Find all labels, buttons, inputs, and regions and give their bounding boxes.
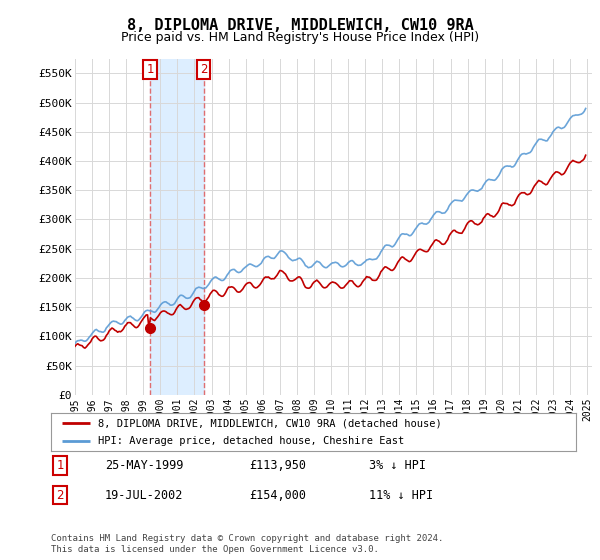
Text: 2: 2 — [200, 63, 208, 76]
Text: 11% ↓ HPI: 11% ↓ HPI — [369, 488, 433, 502]
Text: 1: 1 — [56, 459, 64, 473]
Text: £154,000: £154,000 — [249, 488, 306, 502]
Text: 1: 1 — [146, 63, 154, 76]
Text: 8, DIPLOMA DRIVE, MIDDLEWICH, CW10 9RA (detached house): 8, DIPLOMA DRIVE, MIDDLEWICH, CW10 9RA (… — [98, 418, 442, 428]
Bar — [150, 59, 204, 395]
Text: Price paid vs. HM Land Registry's House Price Index (HPI): Price paid vs. HM Land Registry's House … — [121, 31, 479, 44]
Text: 25-MAY-1999: 25-MAY-1999 — [105, 459, 184, 473]
Text: 3% ↓ HPI: 3% ↓ HPI — [369, 459, 426, 473]
Text: 2: 2 — [56, 488, 64, 502]
Text: 8, DIPLOMA DRIVE, MIDDLEWICH, CW10 9RA: 8, DIPLOMA DRIVE, MIDDLEWICH, CW10 9RA — [127, 18, 473, 33]
Text: £113,950: £113,950 — [249, 459, 306, 473]
Text: HPI: Average price, detached house, Cheshire East: HPI: Average price, detached house, Ches… — [98, 436, 404, 446]
Text: Contains HM Land Registry data © Crown copyright and database right 2024.
This d: Contains HM Land Registry data © Crown c… — [51, 534, 443, 554]
Text: 19-JUL-2002: 19-JUL-2002 — [105, 488, 184, 502]
